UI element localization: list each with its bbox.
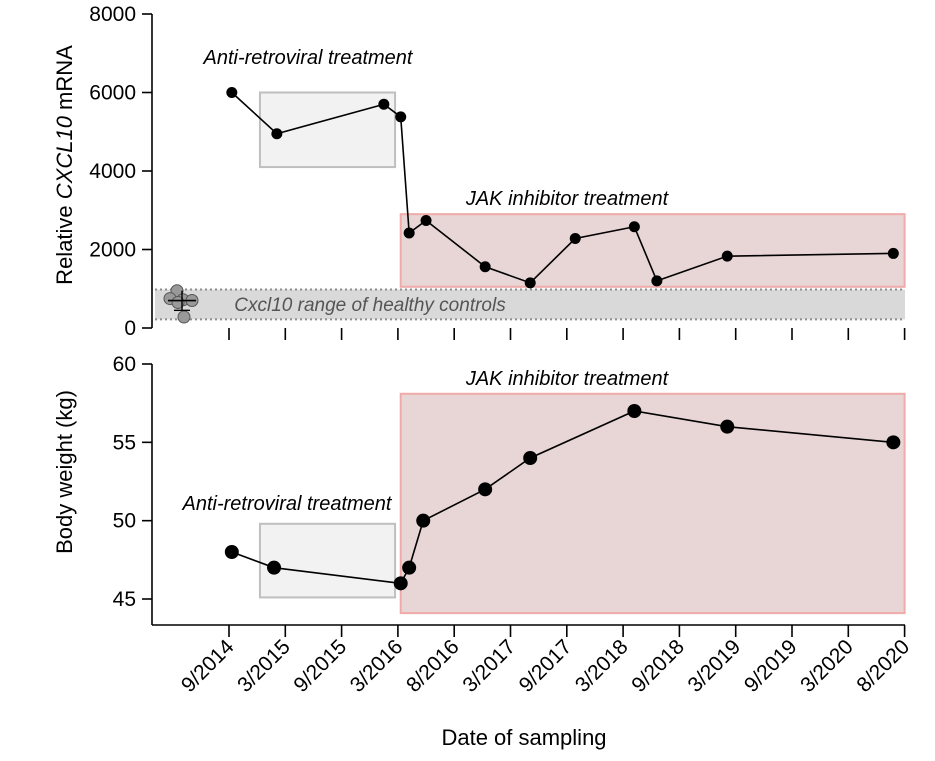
healthy-control-point — [177, 310, 191, 324]
x-tick-label: 3/2020 — [796, 635, 858, 697]
bottom-series-layer — [224, 404, 901, 591]
top-y-tick-label: 6000 — [89, 82, 136, 105]
x-tick-label: 3/2015 — [233, 635, 295, 697]
top-data-point — [569, 233, 581, 245]
top-y-ticks: 0 2000 4000 6000 8000 — [89, 3, 152, 340]
bottom-data-point — [416, 513, 431, 528]
top-y-tick-label: 8000 — [89, 3, 136, 26]
top-data-point — [226, 87, 238, 98]
x-tick-label: 9/2018 — [627, 635, 689, 697]
top-data-point — [420, 214, 432, 226]
bottom-arv-annotation: Anti-retroviral treatment — [182, 493, 393, 515]
bottom-data-point — [886, 435, 901, 450]
x-axis-title: Date of sampling — [441, 725, 606, 750]
x-tick-label: 3/2018 — [571, 635, 633, 697]
bottom-data-point — [720, 419, 735, 434]
top-arv-treatment-box — [258, 91, 397, 169]
bottom-y-tick-label: 60 — [113, 353, 136, 376]
top-y-title-gene: CXCL10 — [52, 115, 77, 199]
top-y-tick-label: 4000 — [89, 160, 136, 183]
x-tick-label: 9/2015 — [289, 635, 351, 697]
bottom-y-axis-title: Body weight (kg) — [52, 390, 77, 554]
x-tick-label: 8/2016 — [402, 635, 464, 697]
bottom-data-point — [478, 482, 493, 497]
top-panel-x-ticks — [228, 328, 906, 340]
top-background-layer — [155, 91, 906, 324]
top-data-point — [403, 227, 415, 239]
x-tick-label: 8/2020 — [852, 635, 914, 697]
top-data-point — [628, 221, 640, 233]
bottom-background-layer — [258, 392, 906, 615]
top-jak-annotation: JAK inhibitor treatment — [465, 188, 670, 210]
top-data-point — [651, 275, 663, 287]
bottom-y-tick-label: 50 — [113, 510, 136, 533]
top-series-layer — [226, 87, 899, 289]
top-y-title-suffix: mRNA — [52, 45, 77, 116]
top-data-point — [721, 250, 733, 262]
top-data-point — [887, 247, 899, 259]
top-y-axis-title: Relative CXCL10 mRNA — [52, 45, 77, 285]
x-tick-label: 9/2014 — [177, 635, 239, 697]
top-y-tick-label: 0 — [124, 317, 136, 340]
bottom-data-point — [267, 560, 282, 575]
top-y-title-prefix: Relative — [52, 199, 77, 285]
bottom-jak-annotation: JAK inhibitor treatment — [465, 368, 670, 390]
x-tick-label: 3/2019 — [684, 635, 746, 697]
healthy-control-point — [171, 295, 185, 309]
top-data-point — [378, 98, 390, 110]
top-data-point — [271, 128, 283, 140]
bottom-series-line — [231, 410, 894, 585]
top-y-tick-label: 2000 — [89, 239, 136, 262]
bottom-data-point — [627, 404, 642, 418]
top-data-point — [479, 261, 491, 273]
bottom-y-tick-label: 45 — [113, 588, 136, 611]
bottom-panel-body-weight: 45 50 55 60 Body weight (kg) JAK inhibitor … — [52, 353, 906, 626]
healthy-range-band — [155, 289, 905, 320]
x-tick-label: 9/2017 — [515, 635, 577, 697]
bottom-y-tick-label: 55 — [113, 431, 136, 454]
x-tick-label: 3/2016 — [346, 635, 408, 697]
bottom-jak-treatment-box — [399, 392, 906, 615]
bottom-arv-treatment-box — [258, 522, 397, 599]
x-axis-ticks: 9/20143/20159/20153/20168/20163/20179/20… — [177, 625, 914, 697]
bottom-data-point — [523, 451, 538, 465]
top-arv-annotation: Anti-retroviral treatment — [203, 47, 414, 69]
x-tick-label: 9/2019 — [740, 635, 802, 697]
bottom-data-point — [402, 560, 417, 575]
top-jak-treatment-box — [399, 213, 906, 288]
bottom-data-point — [224, 545, 239, 559]
bottom-data-point — [393, 576, 408, 591]
bottom-y-ticks: 45 50 55 60 — [113, 353, 152, 611]
top-data-point — [395, 111, 407, 123]
healthy-range-label: Cxcl10 range of healthy controls — [234, 295, 506, 316]
top-panel-cxcl10: 0 2000 4000 6000 8000 Relative CXCL10 mRNA A… — [52, 3, 906, 340]
top-data-point — [524, 277, 536, 289]
x-tick-label: 3/2017 — [458, 635, 520, 697]
